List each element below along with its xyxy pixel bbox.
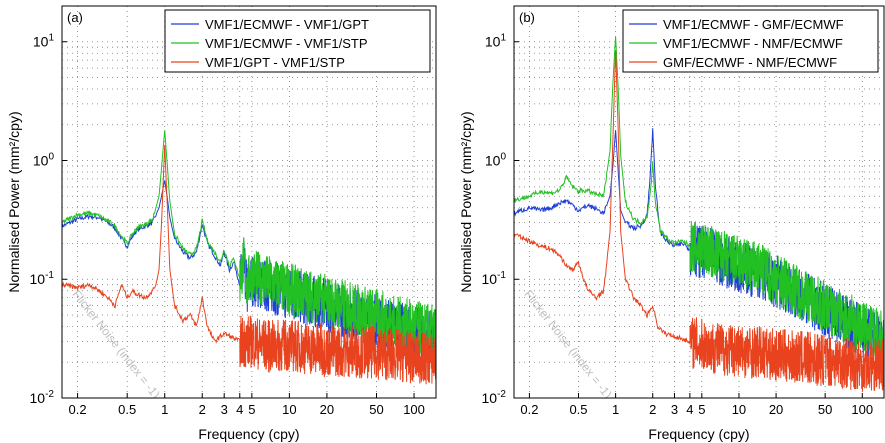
series-line-1 <box>514 36 884 363</box>
y-tick-label: 10-2 <box>482 389 507 406</box>
y-axis-label: Normalised Power (mm²/cpy) <box>6 111 22 292</box>
panel-a: Flicker Noise (index = -1)0.2 0.5 1 2 3 4 5 10 2… <box>6 5 437 442</box>
x-tick-label: 4 <box>236 402 243 417</box>
x-tick-label: 0.2 <box>69 402 87 417</box>
x-axis: 0.2 0.5 1 2 3 4 5 10 20 50 100 <box>69 393 425 417</box>
y-tick-label: 10-1 <box>482 270 507 287</box>
x-tick-label: 20 <box>320 402 334 417</box>
legend: VMF1/ECMWF - VMF1/GPT VMF1/ECMWF - VMF1/S… <box>164 9 431 73</box>
legend-label: VMF1/ECMWF - VMF1/STP <box>205 36 368 51</box>
x-axis-label: Frequency (cpy) <box>198 426 299 442</box>
x-tick-label: 5 <box>698 402 705 417</box>
axes-box <box>61 5 437 399</box>
x-tick-label: 10 <box>282 402 296 417</box>
x-tick-label: 0.5 <box>569 402 587 417</box>
panel-label: (a) <box>67 10 83 25</box>
x-tick-label: 0.2 <box>520 402 538 417</box>
y-tick-label: 101 <box>485 33 507 50</box>
y-tick-label: 100 <box>485 151 507 168</box>
series-group <box>62 130 436 385</box>
x-tick-label: 0.5 <box>118 402 136 417</box>
x-axis-label: Frequency (cpy) <box>648 426 749 442</box>
panel-b: Flicker Noise (index = -1)0.2 0.5 1 2 3 4 5 10 2… <box>458 5 885 442</box>
y-axis-label: Normalised Power (mm²/cpy) <box>458 111 474 292</box>
legend-label: VMF1/ECMWF - VMF1/GPT <box>205 17 369 32</box>
legend: VMF1/ECMWF - GMF/ECMWF VMF1/ECMWF - NMF/E… <box>622 9 879 73</box>
x-tick-label: 1 <box>612 402 619 417</box>
x-tick-label: 50 <box>818 402 832 417</box>
x-tick-label: 4 <box>686 402 693 417</box>
series-line-2 <box>514 50 884 392</box>
y-tick-label: 10-1 <box>30 270 55 287</box>
y-axis: 10-2 10-1 100 101 <box>482 33 519 406</box>
panel-label: (b) <box>519 10 535 25</box>
x-tick-label: 10 <box>732 402 746 417</box>
x-tick-label: 100 <box>403 402 425 417</box>
y-tick-label: 101 <box>33 33 55 50</box>
x-tick-label: 1 <box>161 402 168 417</box>
x-tick-label: 2 <box>199 402 206 417</box>
x-tick-label: 20 <box>769 402 783 417</box>
x-tick-label: 2 <box>649 402 656 417</box>
axes-box <box>513 5 885 399</box>
legend-label: VMF1/ECMWF - NMF/ECMWF <box>663 36 843 51</box>
legend-box <box>622 9 879 73</box>
series-line-1 <box>62 130 436 359</box>
legend-label: GMF/ECMWF - NMF/ECMWF <box>663 55 837 70</box>
x-tick-label: 3 <box>671 402 678 417</box>
y-axis: 10-2 10-1 100 101 <box>30 33 67 406</box>
y-tick-label: 10-2 <box>30 389 55 406</box>
series-group <box>514 36 884 392</box>
x-tick-label: 5 <box>248 402 255 417</box>
legend-label: VMF1/GPT - VMF1/STP <box>205 55 345 70</box>
legend-box <box>164 9 431 73</box>
x-axis: 0.2 0.5 1 2 3 4 5 10 20 50 100 <box>520 393 873 417</box>
x-tick-label: 3 <box>221 402 228 417</box>
series-line-2 <box>62 144 436 385</box>
x-tick-label: 50 <box>369 402 383 417</box>
annotation-flicker-noise: Flicker Noise (index = -1) <box>70 287 163 401</box>
x-tick-label: 100 <box>851 402 873 417</box>
legend-label: VMF1/ECMWF - GMF/ECMWF <box>663 17 844 32</box>
annotation-flicker-noise: Flicker Noise (index = -1) <box>521 287 614 401</box>
y-tick-label: 100 <box>33 151 55 168</box>
